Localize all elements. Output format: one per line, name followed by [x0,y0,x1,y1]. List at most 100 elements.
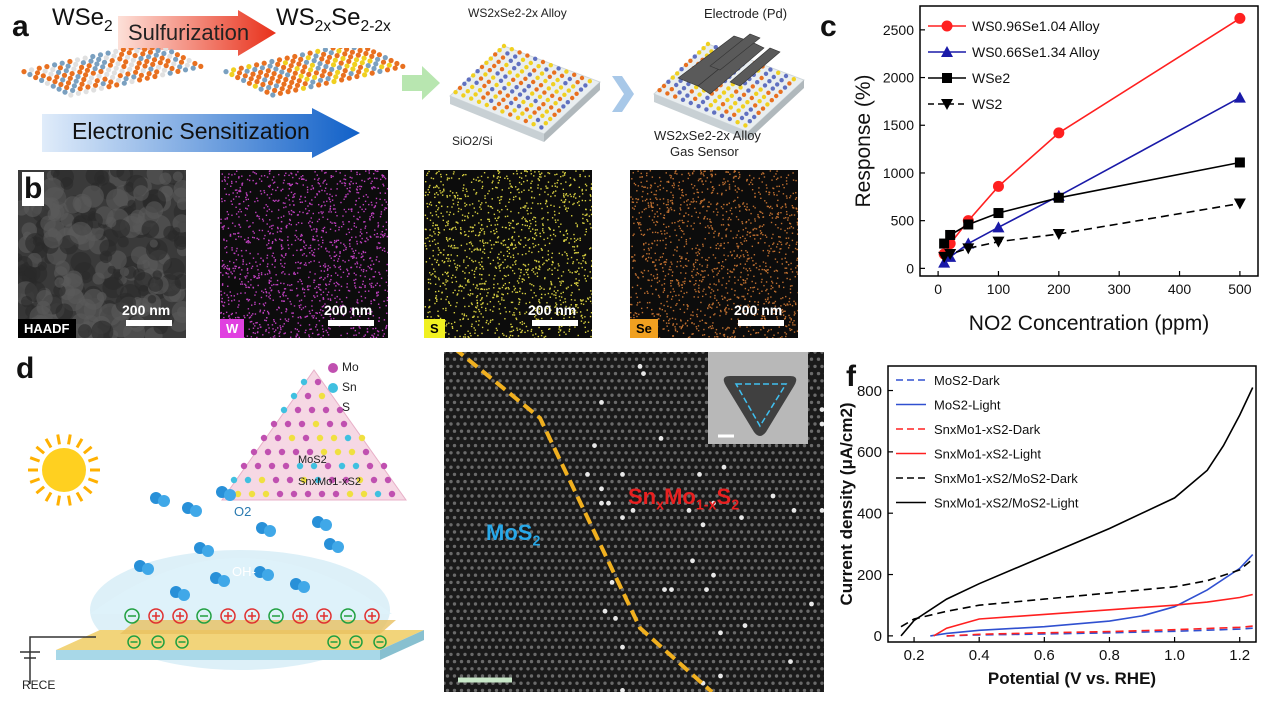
x-tick-label: 0 [934,281,942,297]
gas-sensor-device [648,22,808,142]
x-tick-label: 500 [1228,281,1252,297]
data-point [945,230,955,240]
scale-bar [328,320,374,326]
x-tick-label: 1.2 [1229,647,1250,664]
legend-entry: SnxMo1-xS2-Dark [934,422,1041,437]
legend: MoS2-Dark MoS2-Light SnxMo1-xS2-Dark SnxMo1… [896,373,1079,511]
legend-entry: MoS2-Dark [934,373,1000,388]
series-line-2 [944,163,1240,244]
scale-bar [126,320,172,326]
data-point [962,243,974,254]
scale-bar-label: 200 nm [528,302,576,318]
blue-arrow-icon [612,76,634,112]
series-line-1 [944,98,1240,263]
data-point [993,208,1003,218]
current-density-chart: 0.2 0.4 0.6 0.8 1.0 1.2 0 200 400 600 800 Potential… [830,352,1269,703]
sensor-label-2: Gas Sensor [670,144,739,159]
x-tick-label: 0.6 [1034,647,1055,664]
y-tick-label: 800 [857,383,882,400]
y-tick-label: 200 [857,567,882,584]
o2-label: O2 [234,504,251,519]
y-axis-label: Current density (μA/cm2) [837,402,856,605]
scale-bar-label: 200 nm [324,302,372,318]
data-point [1235,157,1245,167]
y-tick-label: 500 [891,213,915,229]
eds-map-tag: W [220,319,244,338]
x-tick-label: 0.8 [1099,647,1120,664]
y-tick-label: 2000 [883,69,914,85]
rece-label: RECE [22,678,55,692]
mos2-domain-label: MoS2 [298,454,327,466]
legend-s: S [342,400,350,414]
legend-entry: SnxMo1-xS2/MoS2-Light [934,496,1079,511]
legend-sn: Sn [342,380,357,394]
legend-mo: Mo [342,360,359,374]
green-arrow-icon [402,66,440,100]
x-tick-label: 0.2 [904,647,925,664]
y-tick-label: 2500 [883,22,914,38]
panel-letter-c: c [820,10,837,44]
x-tick-label: 0.4 [969,647,990,664]
series-line-3 [944,204,1240,257]
eds-map-se: 200 nm Se [630,170,798,338]
snmos2-region-label: SnxMo1-xS2 [628,484,739,510]
y-tick-label: 1500 [883,117,914,133]
sensor-label-1: WS2xSe2-2x Alloy [654,128,761,143]
legend-entry: MoS2-Light [934,398,1001,413]
eds-map-w: 200 nm W [220,170,388,338]
data-point [1234,198,1246,209]
eds-map-tag: S [424,319,445,338]
panel-a: a WSe2 Sulfurization WS2xSe2-2x Electron… [0,0,810,170]
x-tick-label: 400 [1168,281,1192,297]
data-point [1054,193,1064,203]
y-tick-label: 0 [906,260,914,276]
alloy-on-substrate [444,24,604,144]
data-point [992,221,1004,232]
x-axis-label: NO2 Concentration (ppm) [969,312,1209,335]
electrode-label: Electrode (Pd) [704,6,787,21]
legend-entry: SnxMo1-xS2-Light [934,447,1041,462]
data-point [1053,229,1065,240]
wse2-label: WSe2 [52,4,113,32]
x-tick-label: 1.0 [1164,647,1185,664]
eds-map-tag: Se [630,319,658,338]
stem-image: MoS2 SnxMo1-xS2 [444,352,824,692]
photoelectrode-illustration [0,352,440,703]
legend: WS0.96Se1.04 Alloy WS0.66Se1.34 Alloy WSe2… [928,18,1100,112]
snmos2-domain-label: SnxMo1-xS2 [298,476,361,488]
series-line-1 [930,555,1252,636]
y-tick-label: 400 [857,505,882,522]
legend-entry: WS0.96Se1.04 Alloy [972,18,1100,34]
panel-d: d Mo Sn S MoS2 SnxMo1-xS2 O2 OH- R [0,352,440,703]
legend-entry: WS0.66Se1.34 Alloy [972,44,1100,60]
panel-e: e MoS2 SnxMo1-xS2 [440,352,830,703]
ws2xse-label: WS2xSe2-2x [276,4,391,32]
sio2-si-label: SiO2/Si [452,134,493,148]
legend-entry: WSe2 [972,70,1010,86]
x-tick-label: 100 [987,281,1011,297]
panel-letter-b: b [22,172,44,206]
panel-letter-a: a [12,10,29,44]
y-tick-label: 600 [857,444,882,461]
scale-bar-label: 200 nm [122,302,170,318]
data-point [993,181,1004,192]
oh-label: OH- [232,564,256,579]
mos2-region-label: MoS2 [486,520,540,546]
data-point [963,219,973,229]
scale-bar-label: 200 nm [734,302,782,318]
sensitization-label: Electronic Sensitization [72,118,310,145]
sun-icon [28,435,100,506]
data-point [1234,13,1245,24]
y-tick-label: 0 [874,628,882,645]
scale-bar [532,320,578,326]
inset-triangle [708,352,808,444]
data-point [1234,92,1246,103]
legend-entry: WS2 [972,96,1003,112]
x-axis-label: Potential (V vs. RHE) [988,669,1156,688]
eds-map-s: 200 nm S [424,170,592,338]
scale-bar [738,320,784,326]
x-tick-label: 200 [1047,281,1071,297]
data-point [939,239,949,249]
